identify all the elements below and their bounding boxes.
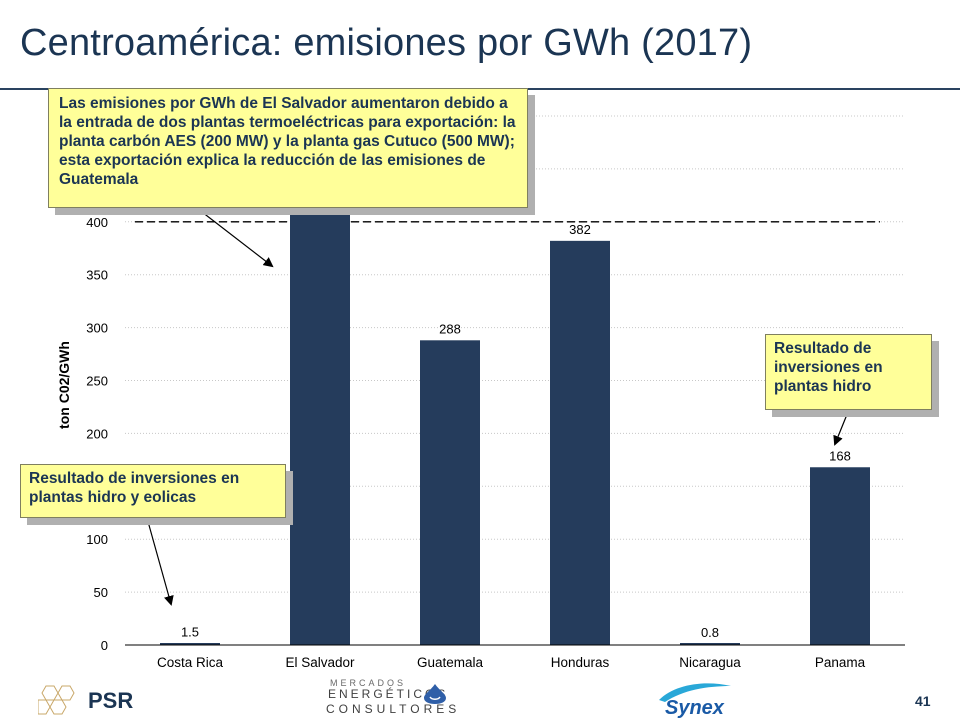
arrow-to-costa-rica — [146, 517, 174, 606]
y-tick-label: 350 — [86, 268, 108, 283]
bar-panama — [810, 467, 870, 645]
bar-nicaragua — [680, 643, 740, 645]
y-tick-label: 300 — [86, 321, 108, 336]
callout-el-salvador-note: Las emisiones por GWh de El Salvador aum… — [48, 88, 528, 208]
page-number: 41 — [915, 693, 931, 709]
callout-panama-note: Resultado de inversiones en plantas hidr… — [765, 334, 932, 410]
x-tick-label: Guatemala — [417, 655, 484, 670]
psr-logo: PSR — [38, 684, 168, 718]
mercados-line1: MERCADOS — [330, 678, 407, 688]
arrow-to-panama — [833, 411, 849, 446]
x-tick-label: Honduras — [551, 655, 610, 670]
drop-icon — [424, 684, 446, 704]
callout-costa-rica-note: Resultado de inversiones en plantas hidr… — [20, 464, 286, 518]
data-label: 382 — [569, 222, 591, 237]
x-tick-label: El Salvador — [285, 655, 355, 670]
x-tick-label: Costa Rica — [157, 655, 224, 670]
data-label: 288 — [439, 321, 461, 336]
bar-costa-rica — [160, 643, 220, 645]
synex-swoosh-icon — [659, 683, 731, 702]
mercados-line3: CONSULTORES — [326, 702, 461, 716]
bar-el-salvador — [290, 212, 350, 645]
mercados-line2: ENERGÉTICOS — [328, 687, 449, 701]
psr-hexagon-icon — [38, 685, 75, 715]
y-tick-label: 50 — [94, 585, 108, 600]
synex-logo: Synex — [655, 680, 735, 720]
y-tick-label: 400 — [86, 215, 108, 230]
x-tick-label: Nicaragua — [679, 655, 741, 670]
psr-logo-text: PSR — [88, 688, 134, 713]
data-label: 0.8 — [701, 625, 719, 640]
bar-honduras — [550, 240, 610, 645]
page-title: Centroamérica: emisiones por GWh (2017) — [20, 22, 753, 64]
callout-arrows — [146, 194, 849, 606]
data-label: 168 — [829, 448, 851, 463]
y-tick-label: 0 — [101, 638, 108, 653]
y-tick-label: 250 — [86, 374, 108, 389]
y-axis-label: ton C02/GWh — [56, 341, 72, 429]
x-tick-label: Panama — [815, 655, 866, 670]
data-label: 1.5 — [181, 624, 199, 639]
mercados-energeticos-logo: MERCADOS ENERGÉTICOS CONSULTORES — [322, 678, 462, 718]
synex-logo-text: Synex — [665, 697, 724, 719]
y-tick-label: 200 — [86, 426, 108, 441]
y-tick-label: 100 — [86, 532, 108, 547]
bar-guatemala — [420, 340, 480, 645]
